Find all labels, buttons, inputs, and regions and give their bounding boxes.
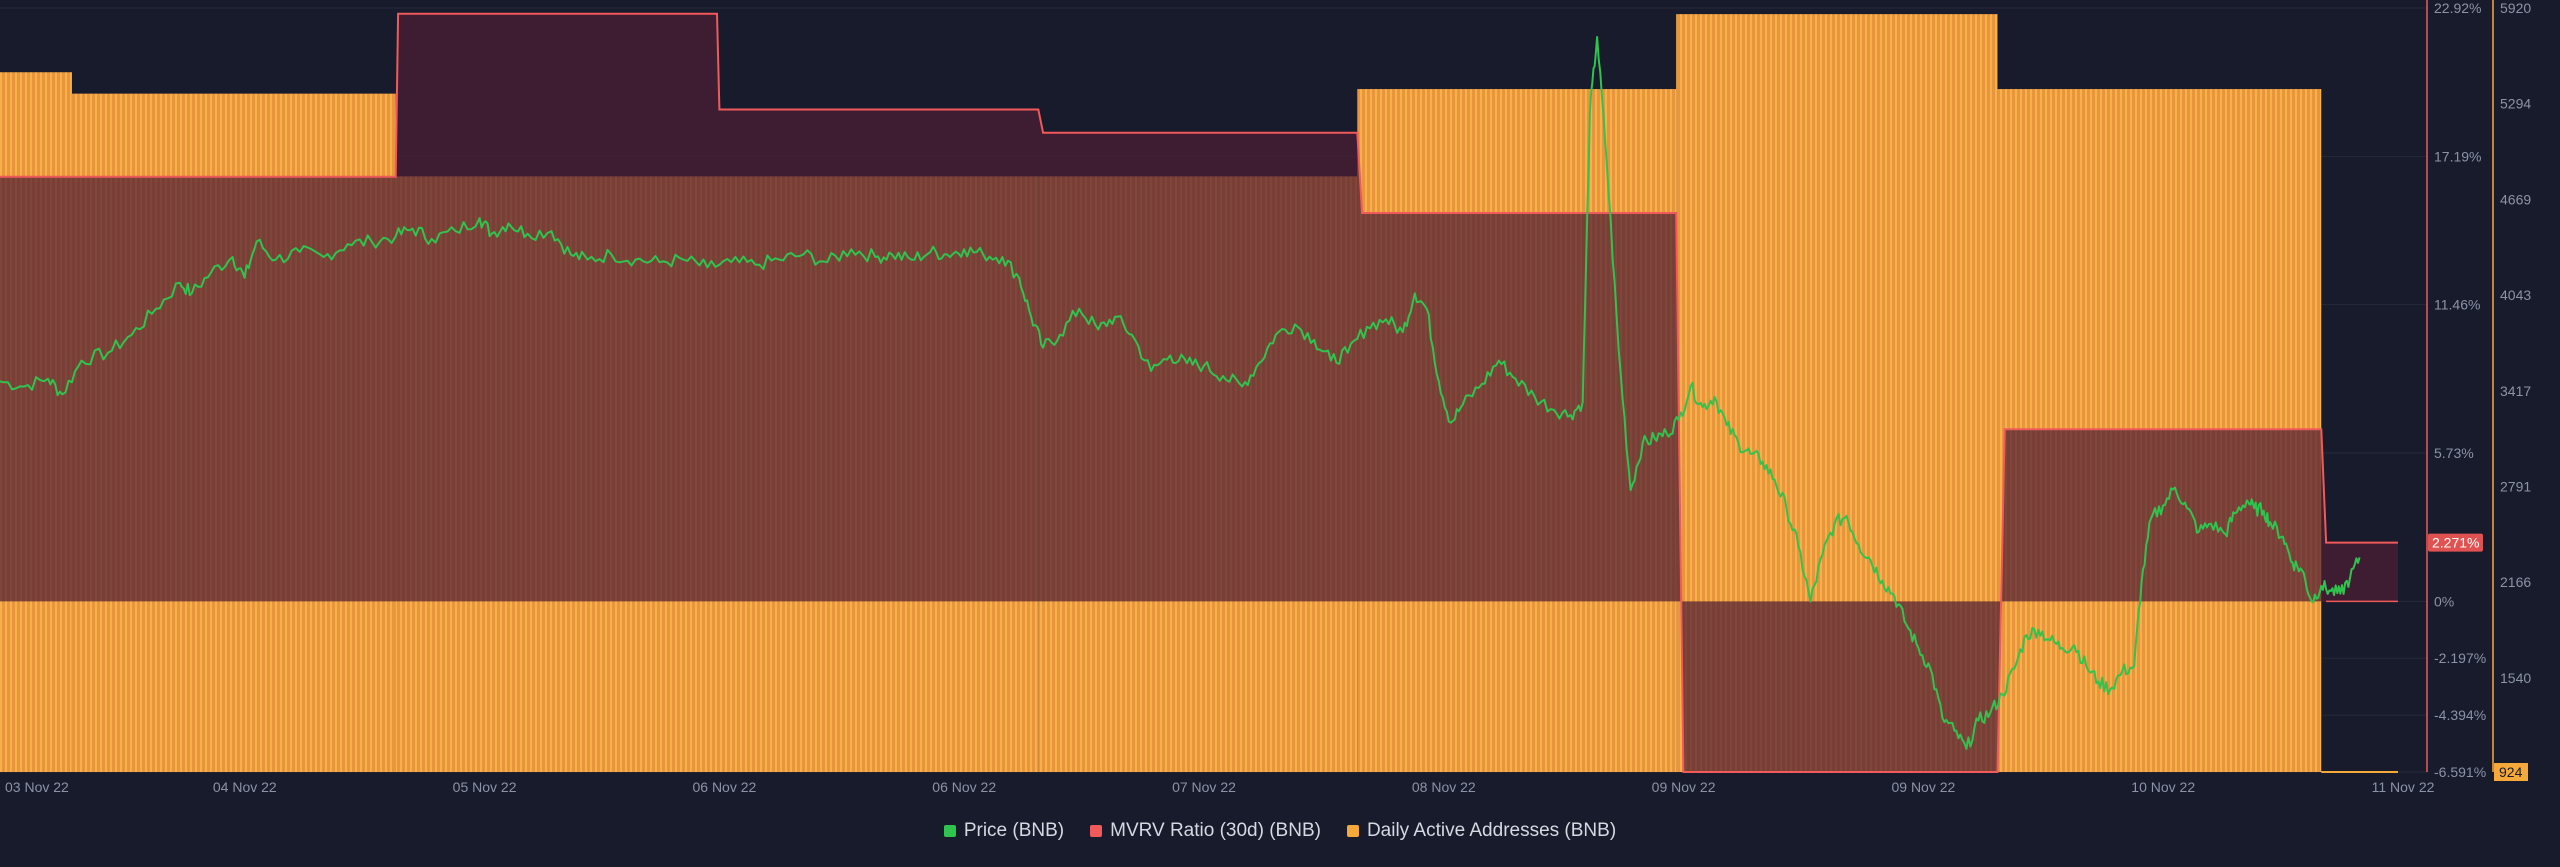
mvrv-current-label: 2.271% bbox=[2432, 535, 2479, 551]
legend-item-mvrv[interactable]: MVRV Ratio (30d) (BNB) bbox=[1090, 820, 1321, 842]
legend-swatch-price bbox=[943, 825, 956, 837]
address-tick-label-6: 2166 bbox=[2500, 574, 2531, 590]
x-tick-label-7: 09 Nov 22 bbox=[1652, 779, 1716, 795]
legend-label-addresses: Daily Active Addresses (BNB) bbox=[1366, 820, 1617, 841]
chart-legend: Price (BNB) MVRV Ratio (30d) (BNB) Daily… bbox=[0, 820, 2560, 842]
x-tick-label-9: 10 Nov 22 bbox=[2131, 779, 2195, 795]
x-tick-label-6: 08 Nov 22 bbox=[1412, 779, 1476, 795]
price-line bbox=[0, 36, 2361, 750]
x-tick-label-10: 11 Nov 22 bbox=[2372, 779, 2435, 795]
mvrv-line bbox=[0, 12, 2398, 773]
x-tick-label-3: 06 Nov 22 bbox=[692, 779, 756, 795]
x-tick-label-0: 03 Nov 22 bbox=[5, 779, 69, 795]
mvrv-current-badge bbox=[2428, 533, 2483, 552]
address-tick-label-2: 4669 bbox=[2500, 191, 2531, 207]
mvrv-tick-label-1: 17.19% bbox=[2434, 148, 2481, 164]
mvrv-tick-label-7: -6.591% bbox=[2434, 764, 2486, 780]
legend-swatch-mvrv bbox=[1090, 825, 1103, 837]
mvrv-area bbox=[0, 13, 2398, 772]
mvrv-series-line bbox=[0, 12, 2398, 773]
legend-item-price[interactable]: Price (BNB) bbox=[943, 820, 1065, 842]
address-tick-label-3: 4043 bbox=[2500, 287, 2531, 303]
mvrv-tick-label-2: 11.46% bbox=[2434, 297, 2480, 313]
address-tick-label-0: 5920 bbox=[2500, 0, 2531, 16]
legend-label-mvrv: MVRV Ratio (30d) (BNB) bbox=[1110, 820, 1321, 841]
address-tick-label-1: 5294 bbox=[2500, 96, 2531, 112]
mvrv-tick-label-4: 0% bbox=[2434, 593, 2454, 609]
x-tick-label-5: 07 Nov 22 bbox=[1172, 779, 1236, 795]
mvrv-tick-label-3: 5.73% bbox=[2434, 445, 2474, 461]
mvrv-fill bbox=[0, 13, 2398, 772]
x-tick-label-2: 05 Nov 22 bbox=[453, 779, 517, 795]
legend-item-addresses[interactable]: Daily Active Addresses (BNB) bbox=[1346, 820, 1617, 842]
address-min-label: 924 bbox=[2499, 764, 2523, 780]
legend-label-price: Price (BNB) bbox=[963, 820, 1065, 841]
address-tick-label-5: 2791 bbox=[2500, 478, 2531, 494]
x-axis-labels: 03 Nov 22 04 Nov 22 05 Nov 22 06 Nov 22 06 N… bbox=[5, 779, 2435, 795]
x-tick-label-4: 06 Nov 22 bbox=[932, 779, 996, 795]
address-min-badge bbox=[2494, 763, 2528, 781]
x-tick-label-8: 09 Nov 22 bbox=[1891, 779, 1955, 795]
axes: 22.92% 17.19% 11.46% 5.73% 0% -2.197% -4.394% -… bbox=[2426, 0, 2531, 781]
address-tick-label-7: 1540 bbox=[2500, 670, 2531, 686]
price-series-line bbox=[0, 36, 2361, 750]
legend-swatch-addresses bbox=[1346, 825, 1359, 837]
mvrv-tick-label-5: -2.197% bbox=[2434, 650, 2486, 666]
x-tick-label-1: 04 Nov 22 bbox=[213, 779, 277, 795]
mvrv-tick-label-6: -4.394% bbox=[2434, 707, 2486, 723]
address-tick-label-4: 3417 bbox=[2500, 383, 2531, 399]
mvrv-tick-label-0: 22.92% bbox=[2434, 0, 2481, 16]
